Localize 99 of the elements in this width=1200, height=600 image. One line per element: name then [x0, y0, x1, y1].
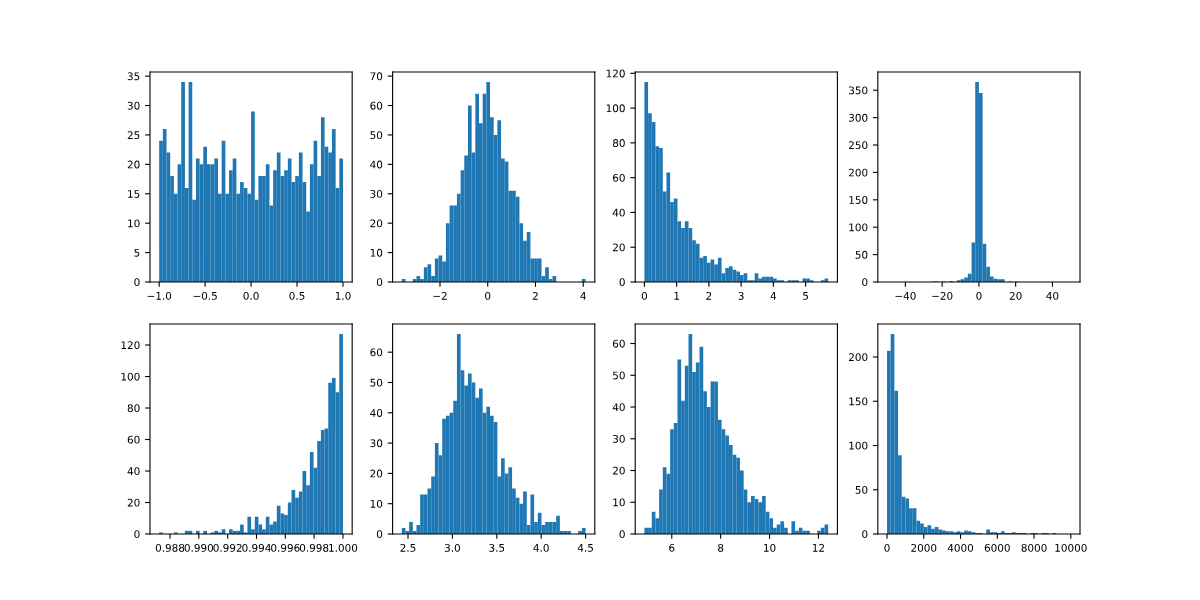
y-tick-label: 0: [862, 530, 868, 539]
y-tick-label: 10: [128, 219, 140, 228]
x-tick-label: 3.5: [489, 543, 505, 552]
x-tick-label: 0.994: [242, 543, 271, 552]
x-tick-label: 2: [532, 291, 538, 300]
y-tick-label: 50: [613, 371, 625, 380]
x-tick-label: −40: [895, 291, 916, 300]
y-tick-label: 0: [376, 278, 383, 287]
y-tick-label: 80: [612, 139, 625, 147]
x-tick-label: 8000: [1021, 543, 1047, 552]
x-tick-label: 1: [674, 292, 679, 300]
y-tick-label: 0: [134, 278, 140, 287]
x-tick-label: 5: [803, 292, 809, 300]
x-tick-label: 0: [641, 291, 648, 300]
y-tick-label: 100: [849, 223, 868, 232]
x-tick-label: 1.000: [329, 543, 358, 552]
y-tick-label: 100: [849, 441, 868, 450]
y-tick-label: 60: [612, 339, 625, 348]
x-tick-label: 6: [669, 543, 675, 552]
y-tick-label: 15: [128, 190, 140, 198]
x-tick-label: 1.0: [335, 291, 351, 300]
y-tick-label: 200: [848, 168, 868, 177]
x-tick-label: 4: [770, 292, 777, 300]
y-tick-label: 10: [370, 248, 383, 257]
y-tick-label: 50: [370, 378, 383, 387]
y-tick-label: 100: [606, 104, 625, 113]
x-tick-label: 0: [485, 291, 491, 300]
y-tick-label: 20: [613, 466, 625, 475]
y-tick-label: 20: [613, 243, 625, 252]
x-tick-label: −1.0: [147, 291, 172, 300]
y-tick-label: 5: [134, 248, 140, 257]
x-tick-label: 6000: [984, 543, 1010, 552]
x-tick-label: −0.5: [193, 291, 217, 300]
x-tick-label: 0.0: [243, 291, 259, 300]
x-tick-label: 8: [718, 543, 724, 552]
y-tick-label: 80: [127, 404, 140, 413]
x-tick-label: 4.5: [577, 544, 593, 552]
y-tick-label: 60: [370, 348, 383, 357]
x-tick-label: 12: [812, 543, 825, 552]
x-tick-label: 0: [884, 543, 890, 552]
y-tick-label: 35: [127, 72, 140, 81]
y-tick-label: 150: [849, 196, 868, 204]
y-tick-label: 40: [612, 403, 625, 412]
y-tick-label: 25: [127, 131, 140, 140]
y-tick-label: 20: [370, 469, 383, 478]
x-tick-label: 2.5: [400, 543, 416, 552]
x-tick-label: 2: [706, 291, 712, 300]
x-tick-label: 0.988: [155, 543, 185, 552]
y-tick-label: 50: [855, 250, 868, 259]
y-tick-label: 60: [127, 435, 140, 444]
y-tick-label: 30: [370, 439, 383, 448]
x-tick-label: 3: [738, 291, 744, 300]
x-tick-label: 20: [1009, 291, 1022, 300]
y-tick-label: 120: [606, 69, 625, 78]
x-tick-label: 10: [764, 543, 776, 552]
y-tick-label: 40: [370, 409, 383, 417]
y-tick-label: 0: [619, 530, 625, 539]
y-tick-label: 30: [613, 434, 625, 443]
x-tick-label: 4000: [947, 543, 974, 552]
x-tick-label: 0.996: [271, 543, 300, 552]
x-tick-label: 0.990: [184, 543, 214, 552]
x-tick-label: 10000: [1055, 543, 1087, 552]
x-tick-label: 0.5: [289, 291, 305, 300]
y-tick-label: 250: [848, 141, 868, 150]
y-tick-label: 120: [121, 341, 140, 350]
y-tick-label: 40: [612, 208, 625, 217]
y-tick-label: 200: [848, 353, 868, 362]
x-tick-label: −2: [433, 291, 447, 300]
y-tick-label: 30: [127, 101, 140, 110]
x-tick-label: 0: [976, 291, 982, 300]
y-tick-label: 40: [370, 160, 383, 169]
y-tick-label: 60: [612, 173, 625, 182]
x-tick-label: 40: [1046, 291, 1059, 300]
y-tick-label: 0: [619, 278, 625, 287]
y-tick-label: 300: [849, 113, 868, 122]
x-tick-label: 4.0: [533, 543, 549, 552]
y-tick-label: 100: [121, 372, 140, 381]
y-tick-label: 20: [370, 219, 383, 228]
y-tick-label: 50: [855, 485, 868, 494]
y-tick-label: 20: [127, 160, 140, 169]
x-tick-label: 0.998: [299, 543, 329, 552]
y-tick-label: 50: [370, 131, 383, 140]
y-tick-label: 20: [127, 498, 140, 507]
y-tick-label: 10: [613, 498, 625, 507]
y-tick-label: 60: [370, 101, 383, 110]
y-tick-label: 350: [849, 86, 868, 95]
x-tick-label: 3.0: [444, 543, 460, 552]
y-tick-label: 150: [849, 397, 868, 406]
x-tick-label: 4: [580, 292, 586, 300]
y-tick-label: 40: [127, 467, 140, 476]
y-tick-label: 10: [370, 499, 383, 508]
y-tick-label: 30: [370, 189, 383, 198]
y-tick-label: 70: [370, 72, 383, 81]
y-tick-label: 0: [376, 530, 383, 539]
x-tick-label: 0.992: [213, 543, 242, 552]
x-tick-label: −20: [932, 291, 953, 300]
x-tick-label: 2000: [911, 543, 937, 552]
y-tick-label: 0: [134, 530, 140, 539]
y-tick-label: 0: [862, 278, 868, 287]
